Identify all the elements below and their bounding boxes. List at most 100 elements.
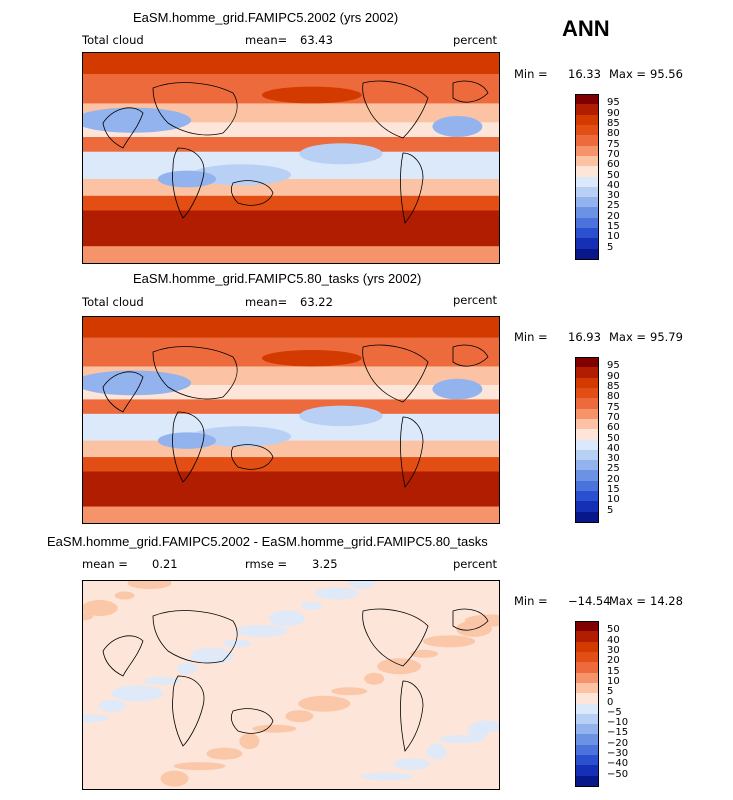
field-band: [83, 246, 499, 263]
field-band: [83, 137, 499, 153]
colorbar-cell: [575, 94, 599, 105]
colorbar-cell: [575, 501, 599, 513]
panel3-max-value: 14.28: [650, 594, 683, 608]
panel3-max-label: Max =: [609, 594, 647, 608]
colorbar-cell: [575, 357, 599, 368]
field-patch: [177, 662, 197, 675]
field-patch: [298, 695, 351, 712]
colorbar-tick-label: 20: [607, 655, 620, 667]
field-band: [83, 317, 499, 339]
colorbar-tick-label: 30: [607, 190, 620, 202]
colorbar-cell: [575, 207, 599, 219]
colorbar-tick-label: 40: [607, 442, 620, 454]
panel2-mean-value: 63.22: [300, 295, 333, 309]
colorbar-tick-label: −30: [607, 748, 629, 760]
colorbar-cell: [575, 166, 599, 177]
field-patch: [377, 658, 422, 675]
colorbar-tick-label: 20: [607, 210, 620, 222]
panel2-colorbar: 95 90 85 80 75 70 60 50 40 30 25 20 15 10 5: [575, 357, 645, 523]
field-patch: [144, 676, 181, 685]
colorbar-cell: [575, 238, 599, 250]
panel1-mean-value: 63.43: [300, 33, 333, 47]
field-patch: [314, 587, 359, 600]
panel1-variable-label: Total cloud: [82, 33, 144, 47]
panel3-map: [82, 580, 500, 790]
colorbar-cell: [575, 641, 599, 653]
colorbar-cell: [575, 104, 599, 116]
colorbar-tick-label: 70: [607, 148, 620, 160]
field-patch: [426, 743, 447, 760]
colorbar-cell: [575, 197, 599, 208]
field-patch: [239, 733, 260, 750]
panel1-title: EaSM.homme_grid.FAMIPC5.2002 (yrs 2002): [133, 10, 399, 25]
colorbar-tick-label: −10: [607, 717, 629, 729]
colorbar-cell: [575, 418, 599, 430]
panel2-variable-label: Total cloud: [82, 295, 144, 309]
field-band: [83, 440, 499, 458]
colorbar-tick-label: 5: [607, 686, 614, 698]
season-label: ANN: [562, 16, 610, 41]
field-patch: [157, 170, 217, 188]
field-patch: [173, 762, 226, 771]
panel3-title: EaSM.homme_grid.FAMIPC5.2002 - EaSM.homm…: [47, 534, 488, 549]
field-patch: [347, 581, 376, 589]
coastline: [152, 82, 238, 136]
field-band: [83, 471, 499, 508]
colorbar-cell: [575, 672, 599, 684]
coastline: [362, 344, 429, 403]
field-patch: [83, 370, 192, 396]
colorbar-cell: [575, 651, 599, 663]
field-band: [83, 195, 499, 211]
panel2-field: [83, 317, 499, 523]
panel3-units: percent: [453, 557, 498, 571]
panel3-rmse-label: rmse =: [245, 557, 288, 571]
panel2-max-value: 95.79: [650, 330, 683, 344]
coastline: [102, 635, 144, 677]
panel2-max-label: Max =: [609, 330, 647, 344]
panel1-mean-label: mean=: [245, 33, 288, 47]
field-patch: [83, 107, 192, 133]
colorbar-tick-label: 20: [607, 473, 620, 485]
panel3-mean-value: 0.21: [152, 557, 178, 571]
field-patch: [98, 699, 127, 712]
field-patch: [83, 600, 118, 617]
panel2-title: EaSM.homme_grid.FAMIPC5.80_tasks (yrs 20…: [133, 271, 422, 286]
field-patch: [83, 714, 110, 723]
colorbar-tick-label: 60: [607, 422, 620, 434]
colorbar-tick-label: 85: [607, 380, 620, 392]
colorbar-cell: [575, 775, 599, 787]
panel1-map: [82, 52, 500, 264]
colorbar-cell: [575, 135, 599, 147]
colorbar-tick-label: 0: [607, 696, 614, 708]
colorbar-tick-label: 60: [607, 159, 620, 171]
field-patch: [432, 116, 483, 137]
field-patch: [364, 672, 385, 685]
field-band: [83, 122, 499, 138]
colorbar-cell: [575, 367, 599, 379]
coastline: [400, 416, 424, 488]
colorbar-cell: [575, 449, 599, 461]
field-patch: [468, 722, 489, 739]
colorbar-cell: [575, 621, 599, 632]
field-patch: [206, 747, 243, 760]
field-patch: [252, 724, 297, 733]
field-patch: [285, 710, 314, 723]
field-band: [83, 53, 499, 75]
colorbar-cell: [575, 734, 599, 746]
colorbar-cell: [575, 724, 599, 735]
coastline: [172, 147, 205, 219]
colorbar-cell: [575, 755, 599, 766]
field-patch: [393, 758, 430, 771]
colorbar-cell: [575, 124, 599, 136]
colorbar-cell: [575, 631, 599, 643]
colorbar-cell: [575, 765, 599, 777]
panel3-rmse-value: 3.25: [312, 557, 338, 571]
colorbar-tick-label: 5: [607, 504, 614, 516]
colorbar-tick-label: 25: [607, 463, 620, 475]
colorbar-tick-label: 85: [607, 117, 620, 129]
field-patch: [410, 649, 439, 658]
colorbar-cell: [575, 387, 599, 399]
colorbar-tick-label: 80: [607, 391, 620, 403]
colorbar-tick-label: 30: [607, 453, 620, 465]
coastline: [152, 346, 238, 400]
